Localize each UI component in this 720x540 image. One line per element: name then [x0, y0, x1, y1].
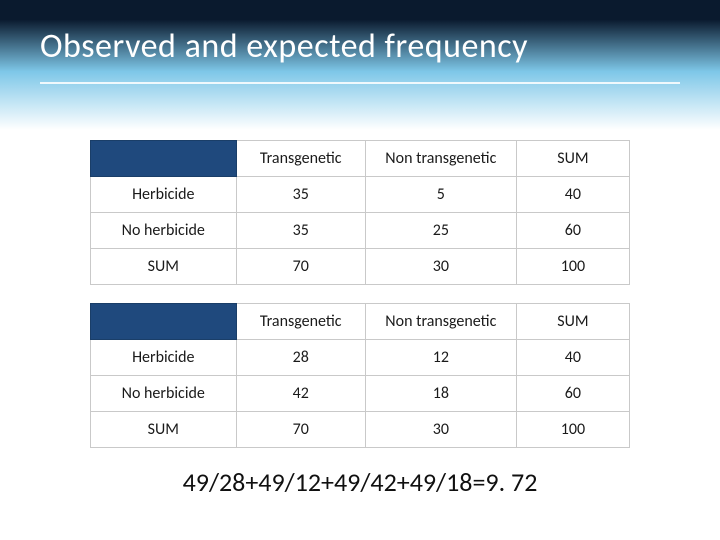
column-header: SUM [516, 304, 629, 340]
table-cell: 42 [236, 376, 365, 412]
row-header: Herbicide [91, 340, 237, 376]
table-row: No herbicide 42 18 60 [91, 376, 630, 412]
chi-square-formula: 49/28+49/12+49/42+49/18=9. 72 [90, 466, 630, 498]
table-row: SUM 70 30 100 [91, 249, 630, 285]
row-header: SUM [91, 412, 237, 448]
table-cell: 60 [516, 213, 629, 249]
table-cell: 30 [365, 412, 516, 448]
table-header-blank [91, 141, 237, 177]
tables-area: Transgenetic Non transgenetic SUM Herbic… [0, 130, 720, 498]
table-cell: 25 [365, 213, 516, 249]
table-cell: 18 [365, 376, 516, 412]
table-cell: 12 [365, 340, 516, 376]
table-cell: 100 [516, 249, 629, 285]
column-header: Transgenetic [236, 304, 365, 340]
page-title: Observed and expected frequency [0, 0, 720, 67]
table-cell: 60 [516, 376, 629, 412]
column-header: Non transgenetic [365, 141, 516, 177]
table-row: Herbicide 28 12 40 [91, 340, 630, 376]
table-cell: 70 [236, 249, 365, 285]
row-header: No herbicide [91, 213, 237, 249]
table-cell: 70 [236, 412, 365, 448]
table-header-row: Transgenetic Non transgenetic SUM [91, 141, 630, 177]
table-cell: 40 [516, 340, 629, 376]
table-cell: 100 [516, 412, 629, 448]
row-header: No herbicide [91, 376, 237, 412]
row-header: Herbicide [91, 177, 237, 213]
column-header: SUM [516, 141, 629, 177]
table-cell: 35 [236, 177, 365, 213]
table-row: No herbicide 35 25 60 [91, 213, 630, 249]
table-cell: 30 [365, 249, 516, 285]
table-cell: 40 [516, 177, 629, 213]
title-rule [40, 82, 680, 84]
table-header-row: Transgenetic Non transgenetic SUM [91, 304, 630, 340]
table-cell: 5 [365, 177, 516, 213]
column-header: Transgenetic [236, 141, 365, 177]
table-cell: 35 [236, 213, 365, 249]
title-band: Observed and expected frequency [0, 0, 720, 130]
table-row: SUM 70 30 100 [91, 412, 630, 448]
column-header: Non transgenetic [365, 304, 516, 340]
expected-table: Transgenetic Non transgenetic SUM Herbic… [90, 303, 630, 448]
row-header: SUM [91, 249, 237, 285]
observed-table: Transgenetic Non transgenetic SUM Herbic… [90, 140, 630, 285]
table-header-blank [91, 304, 237, 340]
table-cell: 28 [236, 340, 365, 376]
table-row: Herbicide 35 5 40 [91, 177, 630, 213]
